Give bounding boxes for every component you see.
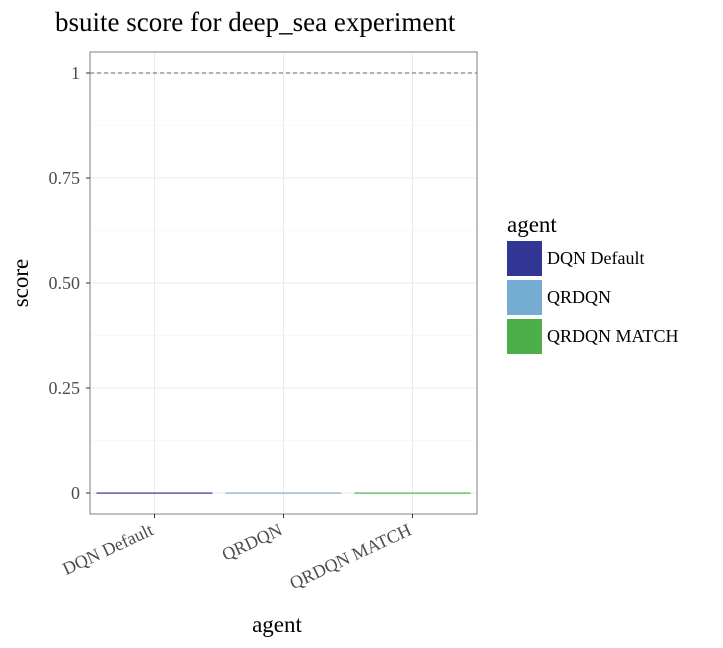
bar bbox=[354, 492, 471, 494]
x-axis-label: agent bbox=[252, 612, 302, 637]
x-tick-label: QRDQN bbox=[219, 519, 285, 564]
bars bbox=[96, 492, 471, 494]
y-axis-label: score bbox=[8, 259, 33, 308]
x-tick-label: QRDQN MATCH bbox=[287, 519, 415, 593]
legend: agent DQN Default QRDQN QRDQN MATCH bbox=[507, 212, 679, 354]
y-tick-label: 0.75 bbox=[49, 168, 81, 188]
x-tick-label: DQN Default bbox=[59, 519, 156, 578]
y-tick-label: 0.25 bbox=[49, 378, 81, 398]
y-tick-label: 0.50 bbox=[49, 273, 81, 293]
legend-label: QRDQN bbox=[547, 287, 611, 307]
legend-swatch bbox=[507, 319, 542, 354]
legend-swatch bbox=[507, 241, 542, 276]
y-axis: 0 0.25 0.50 0.75 1 bbox=[49, 63, 90, 503]
x-axis: DQN Default QRDQN QRDQN MATCH bbox=[59, 514, 414, 593]
y-tick-label: 0 bbox=[71, 483, 80, 503]
y-tick-label: 1 bbox=[71, 63, 80, 83]
legend-label: DQN Default bbox=[547, 248, 644, 268]
chart-title: bsuite score for deep_sea experiment bbox=[55, 7, 456, 37]
legend-title: agent bbox=[507, 212, 557, 237]
bar bbox=[96, 492, 213, 494]
bar bbox=[225, 492, 342, 494]
legend-swatch bbox=[507, 280, 542, 315]
legend-label: QRDQN MATCH bbox=[547, 326, 679, 346]
